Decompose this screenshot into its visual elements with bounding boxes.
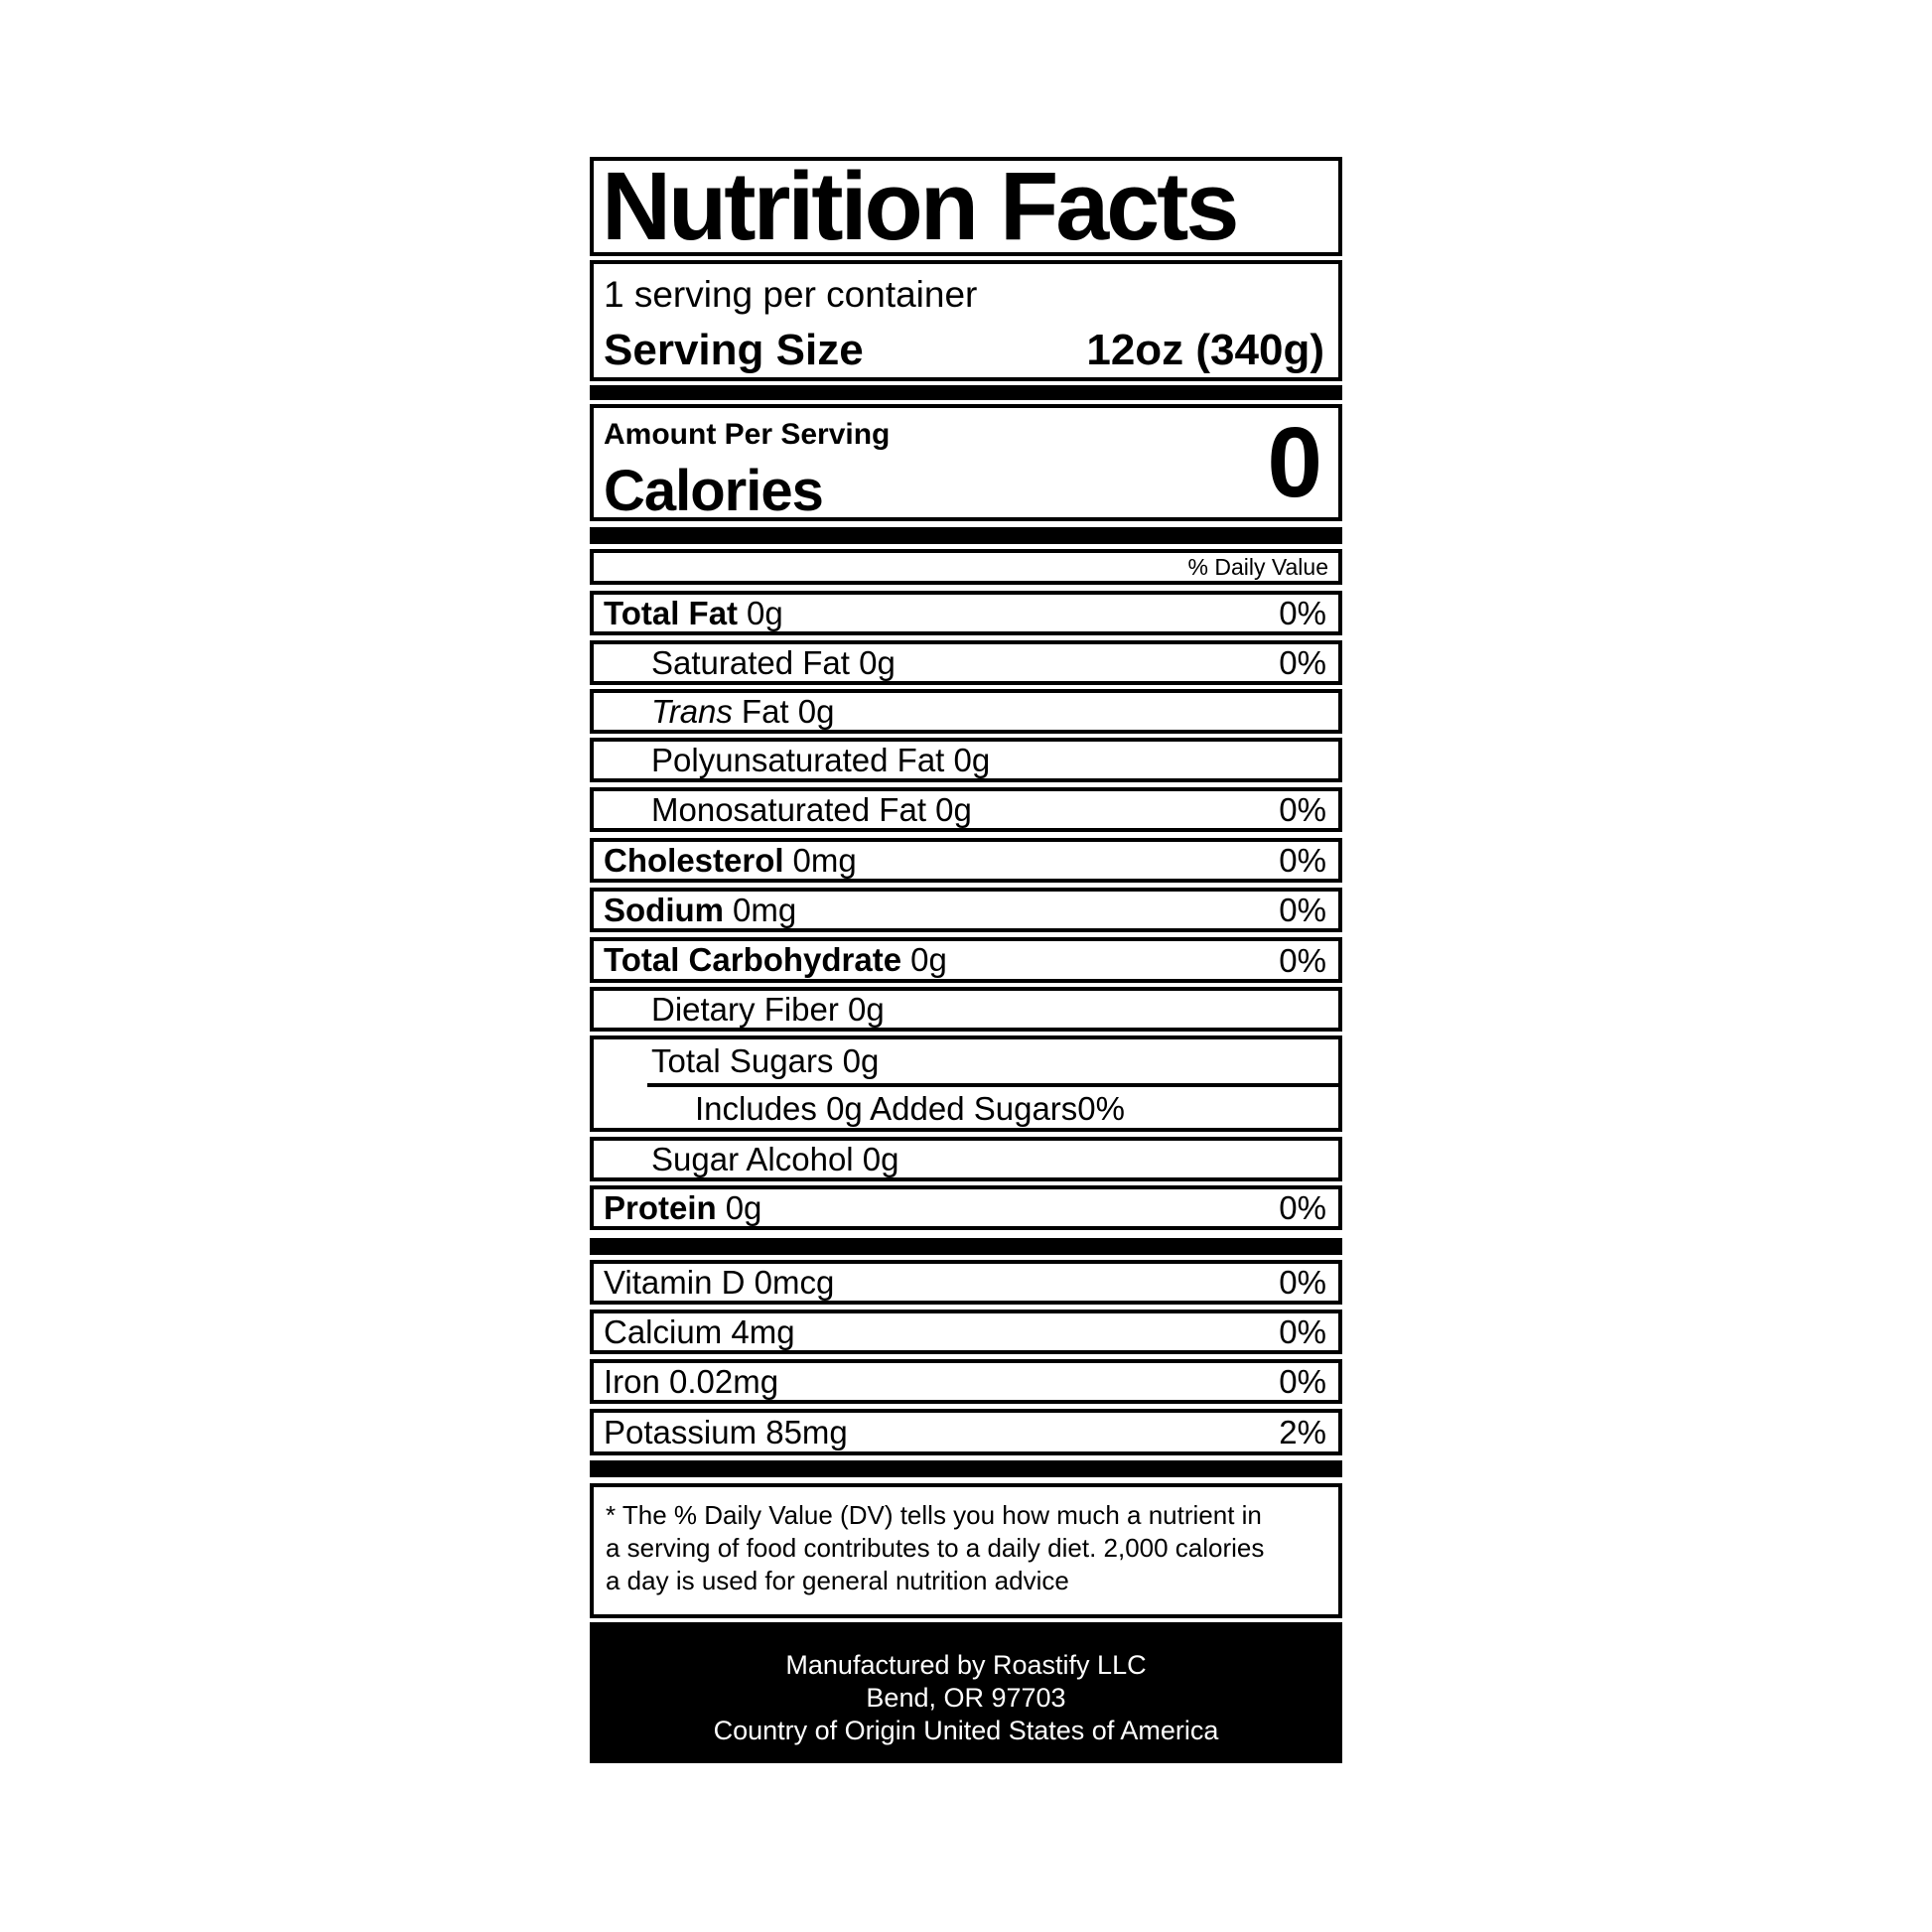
nutrient-row-vitamin-d: Vitamin D 0mcg 0% [590,1260,1342,1305]
nutrient-name: Calcium 4mg [604,1312,795,1350]
nutrient-percent: 0% [1077,1090,1125,1127]
nutrient-row-monosaturated-fat: Monosaturated Fat 0g 0% [590,787,1342,832]
nutrient-percent: 0% [1279,942,1326,979]
separator-bar [590,385,1342,400]
country-of-origin: Country of Origin United States of Ameri… [713,1716,1219,1745]
serving-size-value: 12oz (340g) [1086,326,1324,374]
label-title: Nutrition Facts [602,157,1239,256]
nutrient-name: Iron 0.02mg [604,1362,779,1400]
nutrient-percent: 0% [1279,891,1326,928]
amount-per-serving-label: Amount Per Serving [604,418,891,451]
nutrient-percent: 0% [1279,643,1326,681]
serving-size-row: Serving Size 12oz (340g) [604,326,1324,375]
serving-size-label: Serving Size [604,326,864,374]
daily-value-header: % Daily Value [1187,553,1328,580]
nutrient-percent: 2% [1279,1413,1326,1450]
nutrition-facts-label: Nutrition Facts 1 serving per container … [590,157,1342,1763]
nutrient-row-total-fat: Total Fat 0g 0% [590,591,1342,635]
sugars-divider [647,1083,1338,1087]
nutrient-row-total-carbohydrate: Total Carbohydrate 0g 0% [590,937,1342,983]
nutrient-percent: 0% [1279,1188,1326,1226]
serving-section: 1 serving per container Serving Size 12o… [590,260,1342,381]
nutrient-row-iron: Iron 0.02mg 0% [590,1359,1342,1404]
nutrient-name: Sodium [604,891,724,928]
nutrient-name: Polyunsaturated Fat 0g [651,741,991,778]
nutrient-row-sugars: Total Sugars 0g Includes 0g Added Sugars… [590,1035,1342,1132]
manufacturer-line: Manufactured by Roastify LLC [785,1650,1147,1680]
nutrient-name: Saturated Fat 0g [651,643,896,681]
nutrient-amount: 0mg [792,841,857,879]
nutrient-row-saturated-fat: Saturated Fat 0g 0% [590,640,1342,685]
nutrient-name: Cholesterol [604,841,784,879]
separator-bar [590,1460,1342,1477]
nutrient-name: Dietary Fiber 0g [651,990,885,1028]
nutrient-percent: 0% [1279,594,1326,631]
footnote-text: a day is used for general nutrition advi… [606,1566,1069,1595]
nutrient-name: Sugar Alcohol 0g [651,1140,899,1177]
daily-value-header-row: % Daily Value [590,549,1342,585]
nutrient-row-polyunsaturated-fat: Polyunsaturated Fat 0g [590,738,1342,782]
nutrient-name: Monosaturated Fat 0g [651,790,972,828]
nutrient-row-protein: Protein 0g 0% [590,1185,1342,1230]
nutrient-name: Vitamin D 0mcg [604,1263,835,1301]
nutrient-name: Total Carbohydrate [604,941,902,978]
nutrient-row-total-sugars: Total Sugars 0g [594,1039,1338,1083]
nutrient-row-added-sugars: Includes 0g Added Sugars 0% [594,1087,1338,1131]
nutrient-amount: 0g [910,941,947,978]
nutrient-name: Total Fat [604,594,739,631]
footnote-text: a serving of food contributes to a daily… [606,1533,1265,1563]
nutrient-name: Total Sugars 0g [651,1042,880,1079]
nutrient-name: Potassium 85mg [604,1413,848,1450]
separator-bar [590,1238,1342,1255]
nutrient-name: Includes 0g Added Sugars [695,1090,1078,1127]
manufacturer-address: Bend, OR 97703 [866,1683,1066,1713]
footnote-section: * The % Daily Value (DV) tells you how m… [590,1483,1342,1618]
nutrient-row-sodium: Sodium 0mg 0% [590,888,1342,932]
separator-bar [590,527,1342,544]
servings-per-container: 1 serving per container [604,274,978,315]
nutrient-percent: 0% [1279,790,1326,828]
nutrient-percent: 0% [1279,1263,1326,1301]
calories-value: 0 [1267,407,1322,518]
calories-section: Amount Per Serving Calories 0 [590,404,1342,523]
nutrient-percent: 0% [1279,841,1326,879]
nutrient-amount: Fat 0g [741,692,835,730]
nutrient-row-sugar-alcohol: Sugar Alcohol 0g [590,1137,1342,1181]
nutrient-row-calcium: Calcium 4mg 0% [590,1310,1342,1354]
manufacturer-footer: Manufactured by Roastify LLC Bend, OR 97… [590,1622,1342,1763]
nutrient-row-trans-fat: Trans Fat 0g [590,689,1342,734]
nutrient-row-cholesterol: Cholesterol 0mg 0% [590,838,1342,883]
nutrient-amount: 0mg [733,891,797,928]
nutrient-row-potassium: Potassium 85mg 2% [590,1409,1342,1455]
nutrient-percent: 0% [1279,1312,1326,1350]
nutrient-row-dietary-fiber: Dietary Fiber 0g [590,987,1342,1032]
nutrient-amount: 0g [725,1188,762,1226]
title-box: Nutrition Facts [590,157,1342,256]
nutrient-name-italic: Trans [651,692,733,730]
footnote-text: * The % Daily Value (DV) tells you how m… [606,1500,1262,1530]
nutrient-percent: 0% [1279,1362,1326,1400]
nutrient-name: Protein [604,1188,717,1226]
nutrient-amount: 0g [747,594,783,631]
calories-label: Calories [604,459,824,523]
